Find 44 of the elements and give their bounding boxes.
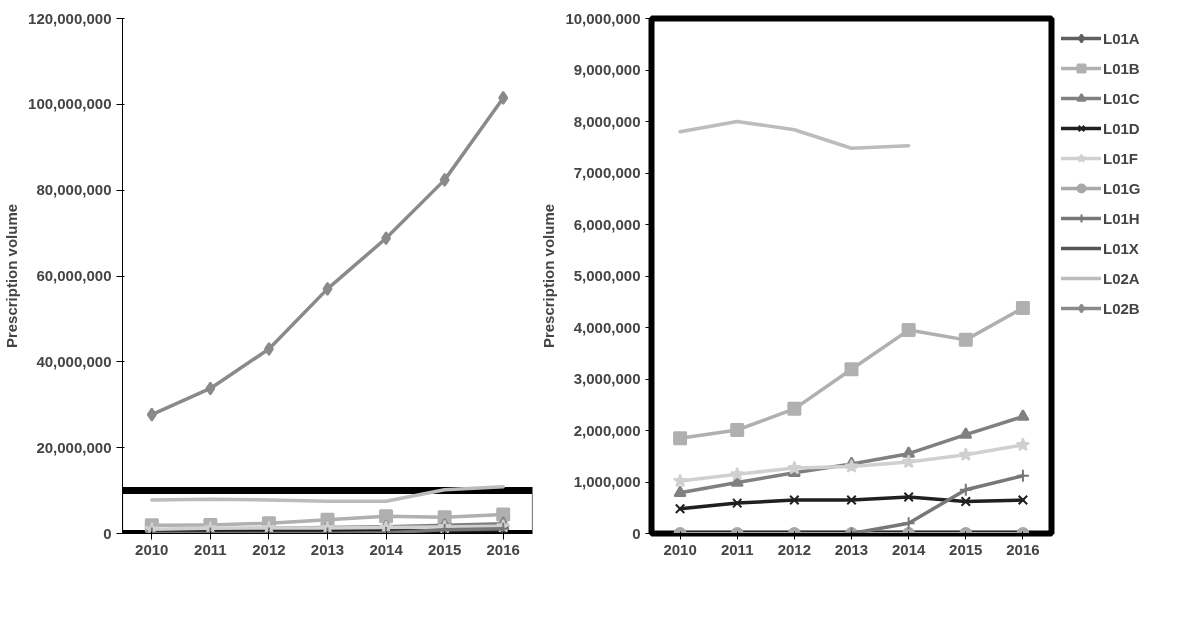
y-tick-label: 0 [632, 524, 641, 542]
legend-label: L01X [1103, 239, 1139, 257]
x-tick-label: 2010 [663, 540, 697, 558]
x-tick-label: 2013 [310, 540, 345, 558]
y-axis-title: Prescription volume [540, 203, 558, 349]
x-tick-label: 2011 [720, 540, 754, 558]
y-tick-label: 120,000,000 [28, 9, 112, 27]
x-tick-label: 2012 [252, 540, 286, 558]
y-tick-label: 60,000,000 [36, 267, 112, 284]
y-tick-label: 1,000,000 [573, 473, 641, 490]
y-tick-label: 9,000,000 [573, 61, 641, 78]
x-tick-label: 2016 [486, 540, 520, 558]
x-tick-label: 2012 [777, 540, 812, 558]
x-tick-label: 2015 [427, 540, 462, 558]
y-tick-label: 4,000,000 [573, 318, 641, 336]
x-tick-label: 2013 [834, 540, 869, 558]
x-tick-label: 2016 [1006, 540, 1040, 558]
legend-label: L01C [1103, 89, 1140, 107]
y-tick-label: 40,000,000 [36, 352, 112, 370]
y-tick-label: 7,000,000 [573, 164, 641, 181]
legend-label: L01G [1103, 179, 1141, 197]
y-tick-label: 3,000,000 [573, 370, 641, 387]
y-tick-label: 5,000,000 [573, 267, 641, 284]
x-tick-label: 2014 [369, 540, 404, 558]
legend-label: L01A [1103, 29, 1140, 47]
y-tick-label: 0 [103, 524, 112, 542]
legend-label: L02B [1103, 299, 1140, 317]
legend-label: L01B [1103, 59, 1140, 77]
y-tick-label: 8,000,000 [573, 112, 641, 130]
y-tick-label: 80,000,000 [36, 181, 112, 199]
x-tick-label: 2011 [194, 540, 227, 558]
y-axis-title: Prescription volume [3, 203, 21, 349]
y-tick-label: 10,000,000 [565, 9, 641, 27]
y-tick-label: 20,000,000 [36, 438, 112, 456]
y-tick-label: 2,000,000 [573, 421, 641, 439]
x-tick-label: 2014 [891, 540, 926, 558]
y-tick-label: 100,000,000 [28, 95, 112, 113]
y-tick-label: 6,000,000 [573, 215, 641, 233]
legend-label: L02A [1103, 269, 1140, 287]
legend-label: L01F [1103, 149, 1139, 167]
x-tick-label: 2010 [135, 540, 169, 558]
x-tick-label: 2015 [949, 540, 983, 558]
legend-label: L01D [1103, 119, 1140, 137]
legend-label: L01H [1103, 209, 1140, 227]
